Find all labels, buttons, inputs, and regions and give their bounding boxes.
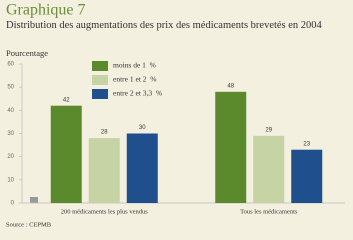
- bar: [88, 138, 120, 203]
- axis-break: [30, 197, 38, 203]
- legend-swatch: [92, 75, 108, 85]
- y-tick-label: 30: [7, 131, 14, 137]
- chart-title: Graphique 7: [6, 2, 86, 19]
- legend-swatch: [92, 61, 108, 71]
- page: Graphique 7 Distribution des augmentatio…: [6, 1, 345, 229]
- y-tick-label: 40: [7, 108, 14, 114]
- chart-subtitle: Distribution des augmentations des prix …: [6, 20, 322, 31]
- bar: [215, 91, 247, 203]
- x-tick-label: Tous les médicaments: [240, 208, 298, 215]
- value-label: 28: [101, 130, 108, 136]
- y-tick-label: 20: [7, 154, 14, 160]
- y-tick-label: 60: [7, 62, 14, 68]
- value-label: 42: [63, 97, 70, 103]
- y-tick-label: 10: [7, 177, 14, 183]
- bar: [253, 135, 285, 203]
- bar: [50, 105, 82, 203]
- source: Source : CEPMB: [6, 221, 52, 228]
- legend-label: moins de 1 %: [113, 61, 156, 70]
- value-label: 29: [265, 127, 272, 133]
- value-label: 30: [139, 125, 146, 131]
- legend-label: entre 1 et 2 %: [113, 75, 157, 84]
- y-axis-label: Pourcentage: [6, 48, 48, 58]
- chart: Graphique 7 Distribution des augmentatio…: [6, 1, 345, 229]
- subtitle-box: Distribution des augmentations des prix …: [6, 20, 322, 31]
- legend-swatch: [92, 89, 108, 99]
- y-tick-label: 0: [11, 201, 15, 207]
- legend-label: entre 2 et 3,3 %: [113, 89, 162, 98]
- value-label: 48: [227, 83, 234, 89]
- value-label: 23: [303, 141, 310, 147]
- bar: [291, 149, 323, 203]
- x-tick-label: 200 médicaments les plus vendus: [61, 208, 148, 215]
- y-tick-label: 50: [7, 85, 14, 91]
- bar: [126, 133, 158, 203]
